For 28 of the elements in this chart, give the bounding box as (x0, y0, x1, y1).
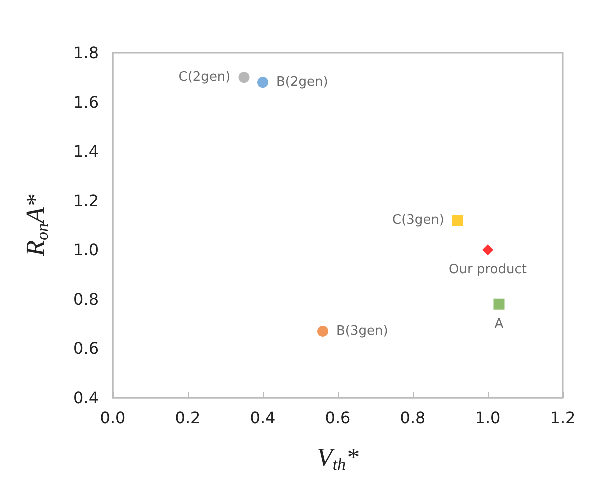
x-tick-label: 0.8 (400, 408, 426, 428)
series-label: A (494, 316, 504, 332)
point (258, 77, 268, 88)
y-tick-label: 0.6 (74, 339, 99, 358)
x-tick-label: 0.6 (325, 408, 351, 428)
series-label: B(3gen) (336, 324, 388, 339)
y-tick-label: 1.6 (74, 92, 99, 112)
point (238, 72, 250, 84)
x-tick-label: 1.0 (475, 408, 501, 428)
y-tick-label: 1.8 (74, 44, 99, 62)
x-tick-label: 0.4 (250, 408, 276, 428)
y-axis-title: RonA* (21, 194, 52, 258)
x-tick-label: 0.2 (175, 408, 201, 428)
point (452, 215, 464, 226)
series-label: B(2gen) (276, 75, 328, 90)
point (494, 298, 505, 310)
y-tick-label: 1.4 (74, 142, 99, 162)
series-label: Our product (449, 262, 527, 278)
y-tick-label: 1.0 (74, 240, 99, 260)
y-tick-label: 0.4 (74, 388, 99, 408)
x-tick-label: 1.2 (550, 408, 576, 428)
series-label: C(3gen) (392, 213, 444, 228)
point (482, 244, 494, 256)
y-tick-label: 0.8 (74, 290, 99, 309)
point (318, 326, 328, 337)
x-tick-label: 0.0 (100, 408, 126, 428)
series-label: C(2gen) (178, 70, 231, 86)
y-tick-label: 1.2 (74, 191, 99, 210)
